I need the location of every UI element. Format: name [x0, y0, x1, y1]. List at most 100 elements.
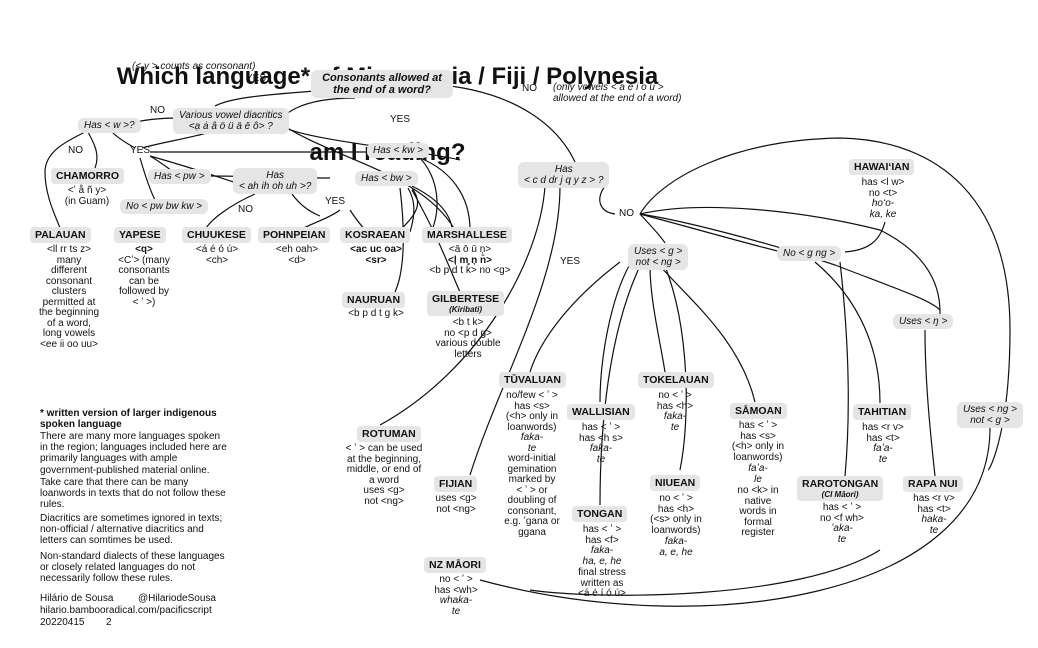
- language-kosraean: KOSRAEAN: [340, 227, 411, 243]
- wallisian-example: faka- te: [589, 443, 613, 465]
- gilbertese-name: GILBERTESE: [432, 293, 500, 305]
- language-niuean: NIUEAN: [650, 475, 701, 491]
- tahitian-example: faʼa- te: [873, 443, 893, 465]
- language-tokelauan: TOKELAUAN: [638, 372, 714, 388]
- language-yapese: YAPESE: [114, 227, 166, 243]
- rarotongan-desc: has < ʼ > no <f wh>: [820, 502, 864, 524]
- answer-no-diacritics: NO: [150, 105, 165, 116]
- language-samoan: SĀMOAN: [730, 403, 787, 419]
- answer-yes-consonants: YES: [246, 73, 267, 84]
- notes-paragraph-3: Diacritics are sometimes ignored in text…: [40, 513, 223, 547]
- question-no-pw-bw-kw: No < pw bw kw >: [120, 199, 209, 214]
- language-chuukese: CHUUKESE: [182, 227, 251, 243]
- language-tongan: TONGAN: [572, 506, 628, 522]
- language-wallisian: WALLISIAN: [567, 404, 635, 420]
- credit-author: Hilário de Sousa: [40, 593, 114, 604]
- wallisian-desc: has < ʼ > has <h s>: [579, 422, 623, 444]
- marshallese-desc-2: <ļ m̧ ņ n̄>: [448, 254, 492, 266]
- rarotongan-sub: (CI Māori): [821, 490, 859, 499]
- answer-no-consonants: NO: [522, 83, 537, 94]
- palauan-desc: <ll rr ts z> many different consonant cl…: [38, 244, 100, 350]
- answer-no-cd: NO: [619, 208, 634, 219]
- niuean-desc: no < ʼ > has <h> (<s> only in loanwords): [650, 493, 702, 536]
- question-has-w: Has < w >?: [78, 118, 141, 133]
- hawaiian-example: hoʻo- ka, ke: [869, 198, 897, 220]
- tuvaluan-example: faka- te: [520, 432, 544, 454]
- chamorro-desc: <ʼ å ñ y> (in Guam): [64, 185, 110, 207]
- kosraean-desc-1: <ac uc oa>: [350, 244, 402, 255]
- answer-yes-ah: YES: [325, 196, 346, 207]
- yapese-desc-2: <Cʼ> (many consonants can be followed by…: [118, 254, 170, 308]
- question-uses-eng: Uses < ŋ >: [893, 314, 954, 329]
- chuukese-desc: <á é ó ú> <ch>: [195, 244, 239, 266]
- nauruan-desc: <b p d t g k>: [348, 308, 404, 319]
- question-no-g-ng: No < g ng >: [777, 246, 842, 261]
- marshallese-desc-3: <b p d t k> no <g>: [429, 265, 511, 276]
- notes-paragraph-4: Non-standard dialects of these languages…: [40, 551, 225, 585]
- language-rotuman: ROTUMAN: [357, 426, 421, 442]
- nz-maori-desc-2: has <wh>: [434, 584, 478, 596]
- rarotongan-name: RAROTONGAN: [802, 478, 879, 490]
- language-nz-maori: NZ MĀORI: [424, 557, 486, 573]
- question-has-ah: Has < ah ih oh uh >?: [233, 168, 318, 194]
- question-uses-ng: Uses < ng > not < g >: [957, 402, 1023, 428]
- tongan-desc-2: final stress written as <á é í ó ú>: [578, 567, 626, 599]
- hawaiian-desc: has <l w> no <t>: [861, 177, 905, 199]
- rapa-nui-example: haka- te: [921, 514, 947, 536]
- pohnpeian-desc: <eh oah> <d>: [275, 244, 319, 266]
- nz-maori-desc-1: no < ʼ >: [439, 574, 473, 585]
- question-uses-g: Uses < g > not < ng >: [628, 244, 689, 270]
- credit-date: 20220415: [40, 617, 85, 628]
- question-has-pw: Has < pw >: [148, 169, 211, 184]
- kosraean-desc-2: <sr>: [365, 254, 387, 266]
- gilbertese-sub: (Kiribati): [449, 305, 482, 314]
- kosraean-desc: <ac uc oa> <sr>: [340, 244, 412, 266]
- language-pohnpeian: POHNPEIAN: [258, 227, 331, 243]
- tuvaluan-desc-2: word-initial gemination marked by < ʼ > …: [504, 453, 560, 538]
- gilbertese-desc: <b t k> no <p d g> various double letter…: [435, 317, 501, 360]
- answer-yes-cd: YES: [560, 256, 581, 267]
- answer-yes-w: YES: [130, 145, 151, 156]
- question-has-cd: Has < c d dr j q y z > ?: [518, 162, 610, 188]
- language-marshallese: MARSHALLESE: [422, 227, 512, 243]
- tokelauan-desc: no < ʼ > has <h>: [656, 390, 694, 412]
- niuean-example: faka- a, e, he: [659, 536, 693, 558]
- notes-heading: * written version of larger indigenous s…: [40, 408, 217, 431]
- tokelauan-example: faka- te: [663, 411, 687, 433]
- credit-handle: @HilariodeSousa: [138, 593, 216, 604]
- marshallese-desc: <ā ō ū ņ> <ļ m̧ ņ n̄> <b p d t k> no <g>: [418, 244, 522, 277]
- language-chamorro: CHAMORRO: [51, 168, 124, 184]
- language-palauan: PALAUAN: [30, 227, 91, 243]
- language-tuvaluan: TŪVALUAN: [499, 372, 566, 388]
- samoan-example: faʼa- le: [748, 463, 768, 485]
- tongan-example: faka- ha, e, he: [582, 545, 622, 567]
- credit-url: hilario.bambooradical.com/pacificscript: [40, 605, 212, 616]
- answer-no-ah: NO: [238, 204, 253, 215]
- language-rapa-nui: RAPA NUI: [903, 476, 963, 492]
- rarotongan-example: ʼaka- te: [831, 523, 853, 545]
- language-gilbertese: GILBERTESE (Kiribati): [427, 291, 505, 316]
- answer-yes-diacritics: YES: [390, 114, 411, 125]
- answer-no-w: NO: [68, 145, 83, 156]
- tahitian-desc: has <r v> has <t>: [862, 422, 904, 444]
- question-has-bw: Has < bw >: [355, 171, 418, 186]
- only-vowels-note: (only vowels < a e i o u > allowed at th…: [553, 82, 682, 104]
- samoan-desc: has < ʼ > has <s> (<h> only in loanwords…: [731, 420, 785, 463]
- yapese-desc: <q> <Cʼ> (many consonants can be followe…: [104, 244, 184, 308]
- language-fijian: FIJIAN: [434, 476, 478, 492]
- tuvaluan-desc: no/few < ʼ > has <s> (<h> only in loanwo…: [505, 390, 559, 433]
- notes-paragraph-2: Take care that there can be many loanwor…: [40, 477, 226, 511]
- nz-maori-desc: no < ʼ > has <wh>: [420, 574, 492, 596]
- y-note: (< y > counts as consonant): [132, 61, 256, 72]
- fijian-desc: uses <g> not <ng>: [435, 493, 477, 515]
- question-vowel-diacritics: Various vowel diacritics <ạ ȧ â ö ü ä ē …: [173, 108, 289, 134]
- language-tahitian: TAHITIAN: [853, 404, 912, 420]
- credit-version: 2: [106, 617, 112, 628]
- question-consonants: Consonants allowed at the end of a word?: [311, 70, 453, 99]
- yapese-desc-1: <q>: [135, 244, 153, 255]
- question-has-kw: Has < kw >: [367, 143, 430, 158]
- language-rarotongan: RAROTONGAN (CI Māori): [797, 476, 884, 501]
- language-nauruan: NAURUAN: [342, 292, 406, 308]
- tongan-desc: has < ʼ > has <f>: [582, 524, 622, 546]
- page-title: Which language* of Micronesia / Fiji / P…: [100, 14, 675, 190]
